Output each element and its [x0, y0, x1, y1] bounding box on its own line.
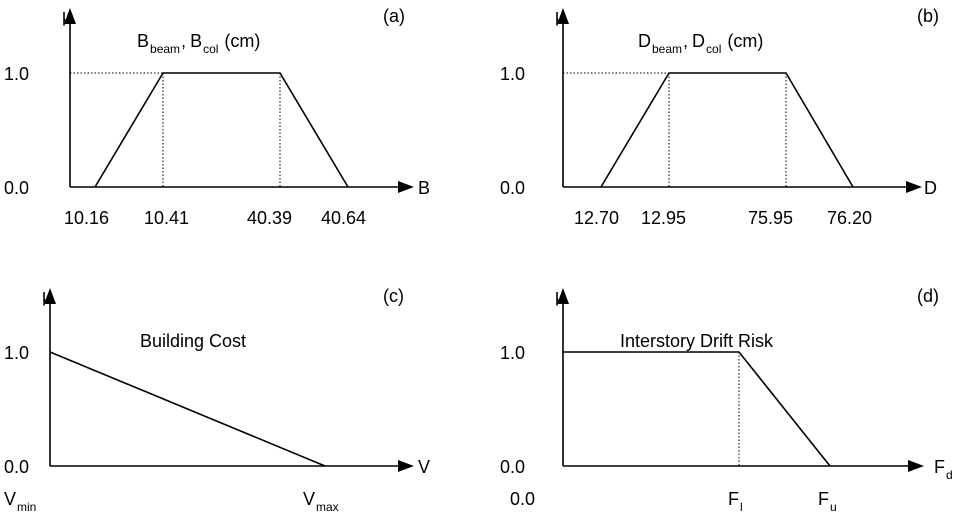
panel-c: μ V 1.0 0.0 Building Cost Vmin Vmax (c) [4, 286, 430, 514]
panel-d-ytick-0: 0.0 [500, 457, 525, 477]
panel-c-ytick-0: 0.0 [4, 457, 29, 477]
panel-d-x-label: Fd [934, 457, 953, 482]
panel-b-ytick-1: 1.0 [500, 64, 525, 84]
panel-c-x-label: V [418, 457, 430, 477]
panel-b: μ D 1.0 0.0 12.70 12.95 75.95 76.20 Dbea… [500, 6, 939, 228]
panel-d-xtick-fl: Fl [728, 489, 743, 514]
panel-d-ytick-1: 1.0 [500, 343, 525, 363]
panel-a-xtick-2: 10.41 [144, 208, 189, 228]
panel-a-y-arrow-icon [64, 8, 76, 24]
panel-c-title: Building Cost [140, 331, 246, 351]
panel-b-tag: (b) [917, 6, 939, 26]
panel-b-x-arrow-icon [906, 181, 922, 193]
panel-b-mu-label: μ [555, 6, 565, 26]
panel-b-y-arrow-icon [557, 8, 569, 24]
panel-d-x-arrow-icon [908, 460, 924, 472]
panel-d-xtick-fu: Fu [818, 489, 837, 514]
panel-b-xtick-4: 76.20 [827, 208, 872, 228]
panel-c-y-arrow-icon [44, 288, 56, 304]
panel-a-membership-curve [94, 72, 349, 188]
panel-c-tag: (c) [383, 286, 404, 306]
panel-d-title: Interstory Drift Risk [620, 331, 774, 351]
panel-a-title: Bbeam, Bcol (cm) [137, 31, 260, 56]
panel-a-xtick-4: 40.64 [321, 208, 366, 228]
panel-a-mu-label: μ [62, 6, 72, 26]
panel-c-xtick-vmin: Vmin [4, 489, 36, 514]
panel-a-xtick-3: 40.39 [247, 208, 292, 228]
panel-b-xtick-3: 75.95 [748, 208, 793, 228]
panel-a-x-arrow-icon [398, 181, 414, 193]
panel-b-x-label: D [924, 178, 937, 198]
panel-a-ytick-1: 1.0 [4, 64, 29, 84]
panel-c-xtick-vmax: Vmax [303, 489, 339, 514]
panel-d: μ Fd 1.0 0.0 Interstory Drift Risk 0.0 F… [500, 286, 953, 514]
panel-d-mu-label: μ [555, 286, 565, 306]
panel-d-xtick-origin: 0.0 [510, 489, 535, 509]
panel-c-x-arrow-icon [398, 460, 414, 472]
panel-b-membership-curve [600, 72, 854, 188]
panel-c-ytick-1: 1.0 [4, 343, 29, 363]
panel-a: μ B 1.0 0.0 10.16 10.41 40.39 40.64 Bbea… [4, 6, 430, 228]
panel-d-tag: (d) [917, 286, 939, 306]
panel-d-membership-curve [563, 351, 831, 467]
panel-b-title: Dbeam, Dcol (cm) [638, 31, 763, 56]
panel-b-ytick-0: 0.0 [500, 178, 525, 198]
panel-c-mu-label: μ [42, 286, 52, 306]
panel-b-xtick-2: 12.95 [641, 208, 686, 228]
panel-d-y-arrow-icon [557, 288, 569, 304]
panel-a-tag: (a) [383, 6, 405, 26]
panel-b-xtick-1: 12.70 [574, 208, 619, 228]
panel-a-ytick-0: 0.0 [4, 178, 29, 198]
panel-a-x-label: B [418, 178, 430, 198]
panel-a-xtick-1: 10.16 [64, 208, 109, 228]
panel-c-membership-curve [49, 351, 326, 467]
